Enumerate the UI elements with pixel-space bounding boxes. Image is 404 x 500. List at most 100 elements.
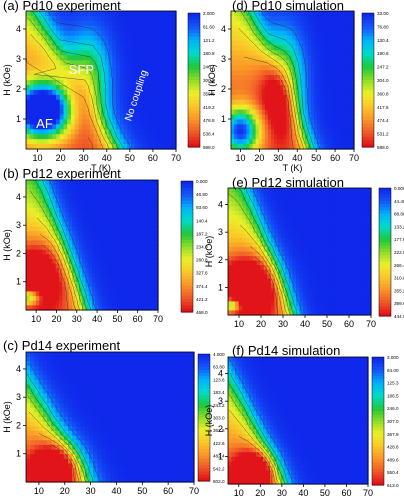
heatmap-cell [295,70,300,76]
heatmap-cell [104,109,110,116]
heatmap-cell [141,240,146,246]
heatmap-cell [148,231,152,237]
heatmap-cell [123,94,128,101]
heatmap-cell [144,282,149,288]
heatmap-cell [131,94,136,101]
heatmap-cell [161,109,166,116]
heatmap-cell [303,210,308,216]
heatmap-cell [356,228,361,234]
heatmap-cell [256,274,261,280]
heatmap-cell [63,15,68,22]
heatmap-cell [317,265,322,271]
heatmap-cell [314,124,318,130]
heatmap-cell [134,20,140,27]
heatmap-cell [45,221,50,228]
heatmap-cell [86,109,91,116]
heatmap-cell [307,40,312,47]
heatmap-cell [277,15,281,22]
heatmap-cell [367,278,372,284]
heatmap-cell [111,296,116,302]
heatmap-cell [261,25,266,32]
heatmap-cell [249,55,254,61]
heatmap-cell [86,15,91,22]
colorbar-segment [362,36,374,41]
heatmap-cell [111,277,116,283]
heatmap-cell [48,84,53,91]
heatmap-cell [356,310,361,316]
heatmap-cell [85,180,90,186]
colorbar-segment [181,200,193,205]
heatmap-cell [97,15,102,22]
heatmap-cell [249,188,254,194]
heatmap-cell [56,50,61,56]
heatmap-cell [153,94,158,101]
heatmap-cell [234,134,238,140]
heatmap-cell [29,189,34,195]
heatmap-cell [72,263,77,269]
heatmap-cell [35,291,40,297]
heatmap-cell [363,305,369,312]
heatmap-cell [97,109,102,116]
heatmap-cell [131,89,136,96]
heatmap-cell [55,193,60,200]
heatmap-cell [295,242,301,248]
heatmap-cell [33,114,38,121]
heatmap-cell [95,221,100,228]
heatmap-cell [104,119,110,125]
heatmap-cell [26,129,31,135]
heatmap-cell [92,254,96,260]
heatmap-cell [86,60,91,66]
heatmap-cell [47,417,52,423]
heatmap-cell [324,305,329,312]
heatmap-cell [111,189,116,195]
heatmap-cell [292,30,297,37]
heatmap-cell [349,201,354,207]
heatmap-cell [332,139,337,145]
heatmap-cell [335,60,340,66]
heatmap-cell [353,283,358,289]
heatmap-cell [121,235,126,241]
heatmap-cell [65,207,70,214]
heatmap-cell [151,189,156,195]
heatmap-cell [283,109,287,116]
heatmap-cell [72,203,77,209]
heatmap-cell [161,129,166,135]
heatmap-cell [26,352,31,358]
heatmap-cell [264,109,269,116]
heatmap-cell [131,226,136,232]
heatmap-cell [270,129,275,135]
heatmap-cell [48,129,53,135]
heatmap-cell [29,300,34,306]
heatmap-cell [317,45,321,52]
heatmap-cell [238,292,243,298]
heatmap-cell [29,104,35,111]
heatmap-cell [82,305,86,311]
heatmap-cell [314,50,318,56]
heatmap-cell [148,217,152,223]
heatmap-cell [235,201,240,207]
heatmap-cell [44,40,50,47]
heatmap-cell [141,300,146,306]
heatmap-cell [349,310,354,316]
heatmap-cell [45,291,50,297]
heatmap-cell [324,265,329,271]
colorbar-segment [362,33,374,38]
heatmap-cell [141,296,146,302]
heatmap-cell [235,296,240,302]
heatmap-cell [151,300,156,306]
heatmap-cell [97,134,102,140]
heatmap-cell [338,20,343,27]
heatmap-cell [332,45,337,52]
heatmap-cell [231,206,236,212]
heatmap-cell [274,89,278,96]
heatmap-cell [249,237,254,244]
heatmap-cell [286,45,291,52]
heatmap-cell [231,70,235,76]
plot-frame [227,187,372,316]
heatmap-cell [68,235,73,241]
heatmap-cell [148,226,152,232]
heatmap-cell [258,124,263,130]
heatmap-cell [153,144,158,150]
heatmap-cell [56,75,61,81]
